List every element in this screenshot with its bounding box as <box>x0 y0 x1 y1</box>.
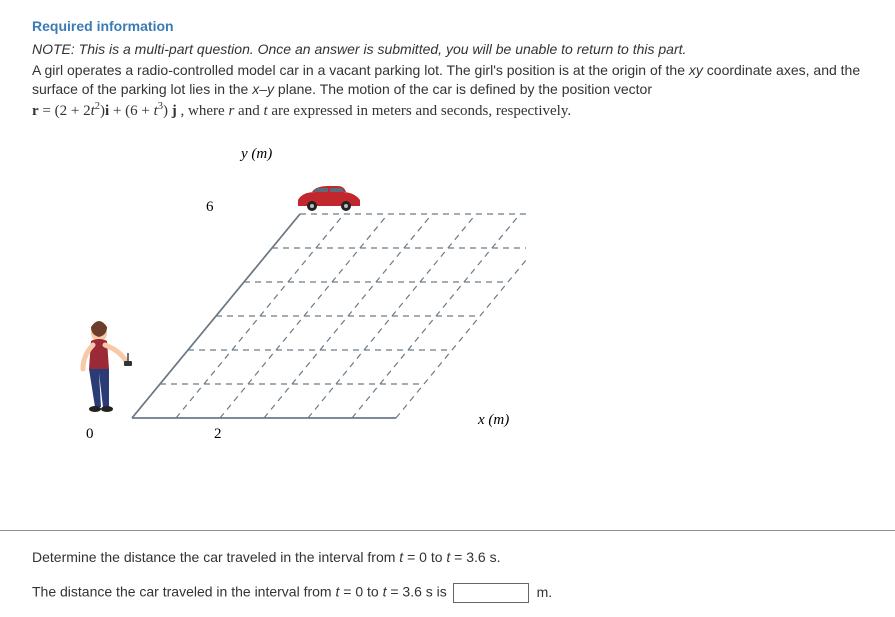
xy-plane-italic: x–y <box>252 81 278 97</box>
question-prompt: Determine the distance the car traveled … <box>32 549 863 565</box>
equation-line: r = (2 + 2t2)i + (6 + t3) j , where r an… <box>32 101 863 120</box>
note-prefix: NOTE: <box>32 41 79 57</box>
girl-figure <box>83 321 132 412</box>
equation-tail2: are expressed in meters and seconds, res… <box>271 103 571 119</box>
svg-text:x (m): x (m) <box>477 412 509 428</box>
car-figure <box>298 186 360 211</box>
svg-text:y (m): y (m) <box>239 146 272 162</box>
svg-text:0: 0 <box>86 426 94 442</box>
figure: y (m) x (m) 6 2 0 <box>46 138 526 458</box>
question-block: Determine the distance the car traveled … <box>32 549 863 603</box>
required-info-heading: Required information <box>32 18 863 34</box>
problem-text: A girl operates a radio-controlled model… <box>32 61 863 99</box>
problem-part-1c: plane. The motion of the car is defined … <box>278 81 652 97</box>
answer-prefix: The distance the car traveled in the int… <box>32 584 447 600</box>
svg-text:6: 6 <box>206 199 214 215</box>
note-line: NOTE: This is a multi-part question. Onc… <box>32 40 863 59</box>
answer-input[interactable] <box>453 583 529 603</box>
answer-line: The distance the car traveled in the int… <box>32 583 552 603</box>
equation-tail: , where <box>181 103 229 119</box>
r-italic: r <box>228 103 238 119</box>
and-text: and <box>238 103 263 119</box>
svg-text:2: 2 <box>214 426 222 442</box>
answer-unit: m. <box>537 584 553 600</box>
xy-italic: xy <box>689 62 707 78</box>
note-text: This is a multi-part question. Once an a… <box>79 41 687 57</box>
section-divider <box>0 530 895 531</box>
problem-part-1: A girl operates a radio-controlled model… <box>32 62 689 78</box>
